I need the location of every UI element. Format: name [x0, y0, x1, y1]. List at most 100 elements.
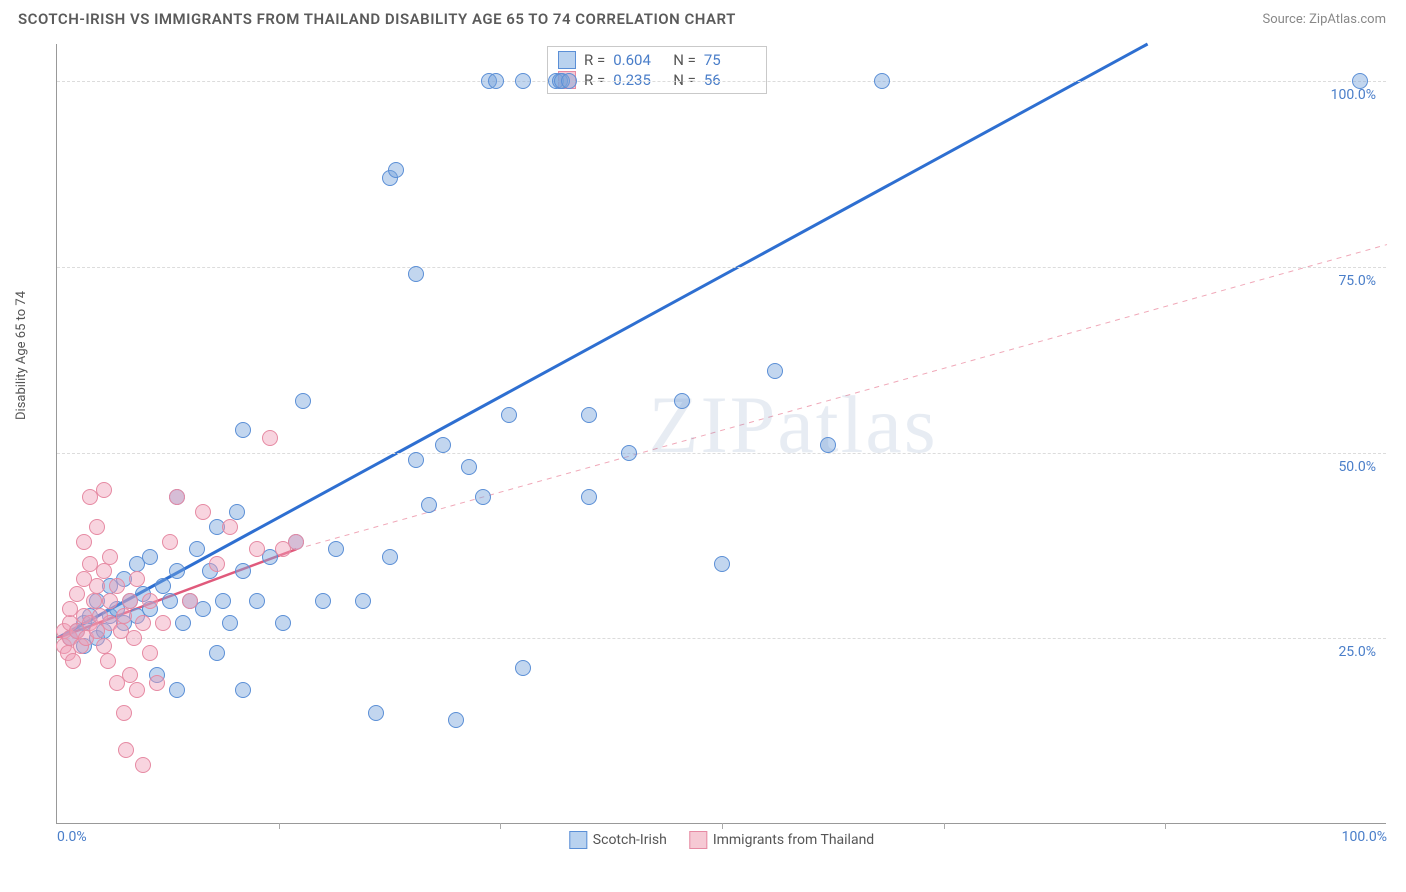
series-legend: Scotch-IrishImmigrants from Thailand — [569, 831, 874, 849]
legend-swatch — [569, 831, 587, 849]
data-point — [408, 266, 424, 282]
data-point — [149, 675, 165, 691]
y-tick-label: 75.0% — [1338, 273, 1376, 289]
correlation-legend: R =0.604N =75R =0.235N =56 — [547, 46, 767, 94]
watermark: ZIPatlas — [648, 378, 937, 472]
data-point — [315, 593, 331, 609]
legend-label: Scotch-Irish — [593, 832, 667, 848]
legend-swatch — [558, 51, 576, 69]
data-point — [767, 363, 783, 379]
x-tick-mark — [944, 823, 945, 829]
data-point — [96, 638, 112, 654]
data-point — [368, 705, 384, 721]
data-point — [382, 549, 398, 565]
data-point — [461, 459, 477, 475]
data-point — [249, 541, 265, 557]
data-point — [96, 482, 112, 498]
x-tick-mark — [1165, 823, 1166, 829]
trend-lines-layer — [57, 44, 1386, 823]
data-point — [129, 571, 145, 587]
data-point — [1352, 73, 1368, 89]
data-point — [262, 430, 278, 446]
data-point — [275, 615, 291, 631]
data-point — [581, 489, 597, 505]
data-point — [714, 556, 730, 572]
data-point — [581, 407, 597, 423]
gridline-horizontal — [57, 267, 1386, 268]
data-point — [222, 519, 238, 535]
data-point — [118, 742, 134, 758]
data-point — [96, 563, 112, 579]
data-point — [249, 593, 265, 609]
legend-row: R =0.604N =75 — [558, 51, 756, 69]
data-point — [129, 682, 145, 698]
chart-title: SCOTCH-IRISH VS IMMIGRANTS FROM THAILAND… — [18, 10, 736, 28]
data-point — [448, 712, 464, 728]
data-point — [169, 682, 185, 698]
data-point — [189, 541, 205, 557]
data-point — [89, 578, 105, 594]
trend-line — [57, 44, 1148, 638]
legend-r-value: 0.235 — [613, 71, 665, 89]
legend-r-value: 0.604 — [613, 51, 665, 69]
legend-n-label: N = — [673, 71, 696, 89]
data-point — [421, 497, 437, 513]
data-point — [182, 593, 198, 609]
legend-n-value: 56 — [704, 71, 756, 89]
data-point — [86, 593, 102, 609]
data-point — [76, 534, 92, 550]
data-point — [288, 534, 304, 550]
data-point — [621, 445, 637, 461]
data-point — [215, 593, 231, 609]
data-point — [116, 705, 132, 721]
data-point — [209, 645, 225, 661]
data-point — [155, 578, 171, 594]
data-point — [408, 452, 424, 468]
data-point — [122, 667, 138, 683]
data-point — [222, 615, 238, 631]
chart-header: SCOTCH-IRISH VS IMMIGRANTS FROM THAILAND… — [0, 0, 1406, 34]
data-point — [674, 393, 690, 409]
data-point — [229, 504, 245, 520]
data-point — [435, 437, 451, 453]
data-point — [116, 608, 132, 624]
gridline-horizontal — [57, 453, 1386, 454]
data-point — [235, 422, 251, 438]
plot-container: ZIPatlas R =0.604N =75R =0.235N =56 Scot… — [56, 44, 1386, 824]
data-point — [209, 556, 225, 572]
legend-r-label: R = — [584, 51, 605, 69]
y-axis-label: Disability Age 65 to 74 — [14, 291, 29, 420]
data-point — [135, 615, 151, 631]
trend-line — [296, 245, 1387, 550]
gridline-horizontal — [57, 638, 1386, 639]
data-point — [102, 593, 118, 609]
data-point — [142, 593, 158, 609]
x-tick-mark — [722, 823, 723, 829]
data-point — [100, 653, 116, 669]
x-tick-label: 100.0% — [1342, 829, 1387, 845]
data-point — [135, 757, 151, 773]
data-point — [874, 73, 890, 89]
y-tick-label: 100.0% — [1331, 87, 1376, 103]
legend-item: Scotch-Irish — [569, 831, 667, 849]
legend-n-label: N = — [673, 51, 696, 69]
data-point — [515, 73, 531, 89]
x-tick-mark — [500, 823, 501, 829]
data-point — [69, 586, 85, 602]
data-point — [169, 563, 185, 579]
data-point — [235, 682, 251, 698]
legend-row: R =0.235N =56 — [558, 71, 756, 89]
x-tick-label: 0.0% — [57, 829, 87, 845]
y-tick-label: 25.0% — [1338, 644, 1376, 660]
data-point — [155, 615, 171, 631]
data-point — [162, 593, 178, 609]
data-point — [475, 489, 491, 505]
data-point — [142, 645, 158, 661]
data-point — [515, 660, 531, 676]
data-point — [488, 73, 504, 89]
legend-swatch — [689, 831, 707, 849]
data-point — [561, 73, 577, 89]
data-point — [65, 653, 81, 669]
source-attribution: Source: ZipAtlas.com — [1262, 12, 1386, 27]
y-tick-label: 50.0% — [1338, 459, 1376, 475]
